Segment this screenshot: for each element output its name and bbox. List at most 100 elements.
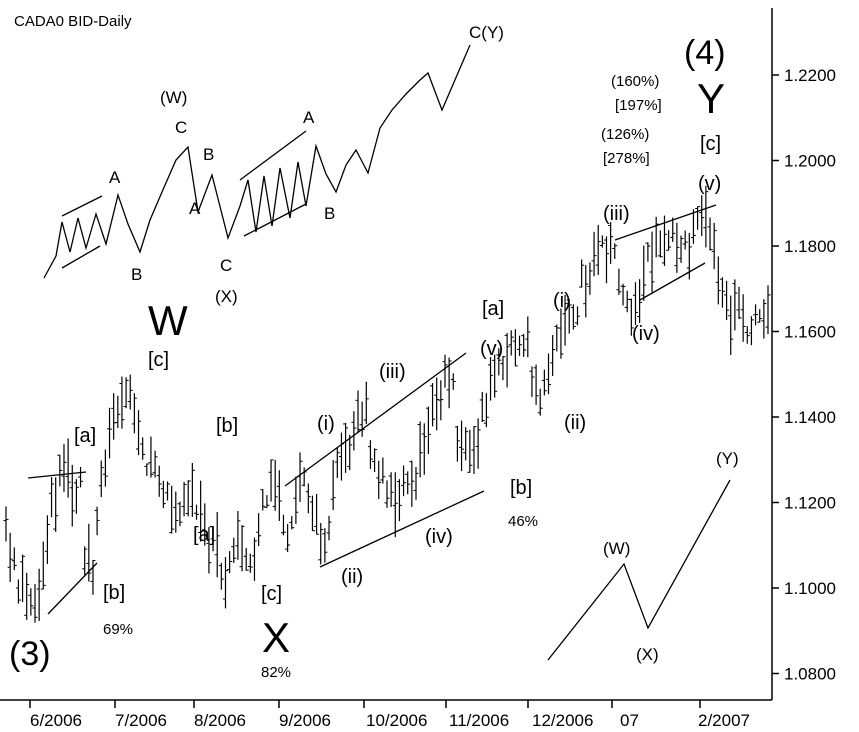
y-tick-label: 1.2200: [784, 66, 836, 85]
price-bar: [65, 438, 71, 498]
price-bar: [73, 479, 79, 514]
price-bar: [632, 282, 638, 325]
price-bar: [612, 243, 618, 259]
price-bar: [454, 425, 460, 462]
y-tick-label: 1.1000: [784, 579, 836, 598]
price-bar: [355, 390, 361, 433]
price-bar: [616, 268, 622, 295]
wave-label: C: [175, 118, 187, 137]
price-bar: [380, 457, 386, 484]
wave-label: W: [148, 297, 188, 344]
price-bar: [579, 259, 585, 288]
wxy-schematic-top: [43, 44, 471, 279]
price-bar: [492, 354, 498, 398]
wave-label: B: [131, 265, 142, 284]
price-bar: [372, 448, 378, 473]
price-bar: [732, 279, 738, 331]
price-bar: [11, 547, 17, 571]
price-bar: [227, 551, 233, 574]
price-bar: [318, 523, 324, 565]
price-bar: [695, 206, 701, 230]
price-bar: [550, 335, 556, 376]
price-bar: [467, 429, 473, 473]
price-bar: [533, 364, 539, 405]
price-bar: [260, 489, 266, 511]
price-bar: [280, 514, 286, 536]
wave-label: [a]: [193, 524, 215, 546]
price-bar: [334, 448, 340, 478]
price-bar: [657, 230, 663, 258]
price-bar: [459, 420, 465, 472]
price-bar: [463, 427, 469, 461]
price-bar: [670, 217, 676, 242]
price-bar: [508, 330, 514, 356]
price-bar: [181, 481, 187, 517]
price-bar: [442, 354, 448, 388]
price-bar: [177, 501, 183, 527]
price-bar: [173, 491, 179, 533]
price-bar: [144, 463, 150, 476]
price-bar: [703, 185, 709, 248]
price-bar: [434, 377, 440, 431]
price-bar: [558, 308, 564, 359]
wave-diagrams: [43, 44, 731, 661]
price-bar: [396, 479, 402, 522]
price-bar: [198, 480, 204, 542]
y-tick-label: 1.1600: [784, 323, 836, 342]
y-tick-label: 1.1400: [784, 408, 836, 427]
price-bar: [748, 316, 754, 346]
price-bar: [757, 309, 763, 323]
price-bar: [637, 279, 643, 323]
price-bar: [504, 333, 510, 388]
y-tick-label: 1.2000: [784, 152, 836, 171]
price-bar: [289, 516, 295, 530]
price-bar: [450, 373, 456, 390]
price-bar: [53, 477, 59, 532]
wave-label: (iii): [603, 203, 630, 225]
trend-lines: [27, 204, 717, 615]
price-bar: [488, 357, 494, 401]
wave-label: [278%]: [603, 150, 650, 167]
price-bar: [57, 454, 63, 487]
price-bar: [575, 306, 580, 326]
wave-label: A: [189, 199, 201, 218]
price-bar: [367, 440, 373, 469]
price-bar: [529, 366, 535, 398]
x-tick-label: 8/2006: [194, 711, 246, 730]
price-bar: [61, 444, 67, 492]
price-bar: [206, 527, 212, 574]
price-bar: [537, 388, 543, 416]
wave-label: [a]: [74, 425, 96, 447]
price-bar: [525, 316, 531, 358]
wave-label: Y: [697, 75, 725, 122]
y-tick-label: 1.0800: [784, 665, 836, 684]
y-tick-label: 1.1800: [784, 237, 836, 256]
price-bar: [276, 470, 282, 522]
wave-label: [b]: [216, 415, 238, 437]
price-bar: [517, 335, 523, 356]
price-bar: [678, 235, 684, 263]
wave-label: X: [262, 614, 290, 661]
wave-label: B: [324, 204, 335, 223]
price-bar: [401, 465, 407, 497]
wave-label: A: [109, 168, 121, 187]
price-bar: [218, 562, 224, 590]
price-bar: [347, 434, 353, 471]
price-bar: [744, 326, 750, 344]
x-tick-label: 7/2006: [115, 711, 167, 730]
wave-label: (iv): [425, 526, 453, 548]
price-bar: [7, 532, 13, 583]
wave-label: [197%]: [615, 97, 662, 114]
price-bar: [343, 422, 349, 473]
price-bar: [599, 235, 605, 248]
price-bar: [413, 466, 419, 500]
price-bar: [682, 230, 688, 250]
y-tick-label: 1.1200: [784, 494, 836, 513]
price-bar: [512, 329, 518, 367]
wave-label: A: [303, 108, 315, 127]
price-bar: [293, 476, 299, 524]
price-bar: [44, 515, 50, 565]
wave-label: (v): [698, 173, 721, 195]
price-bar: [661, 215, 667, 266]
price-bar: [620, 283, 626, 306]
